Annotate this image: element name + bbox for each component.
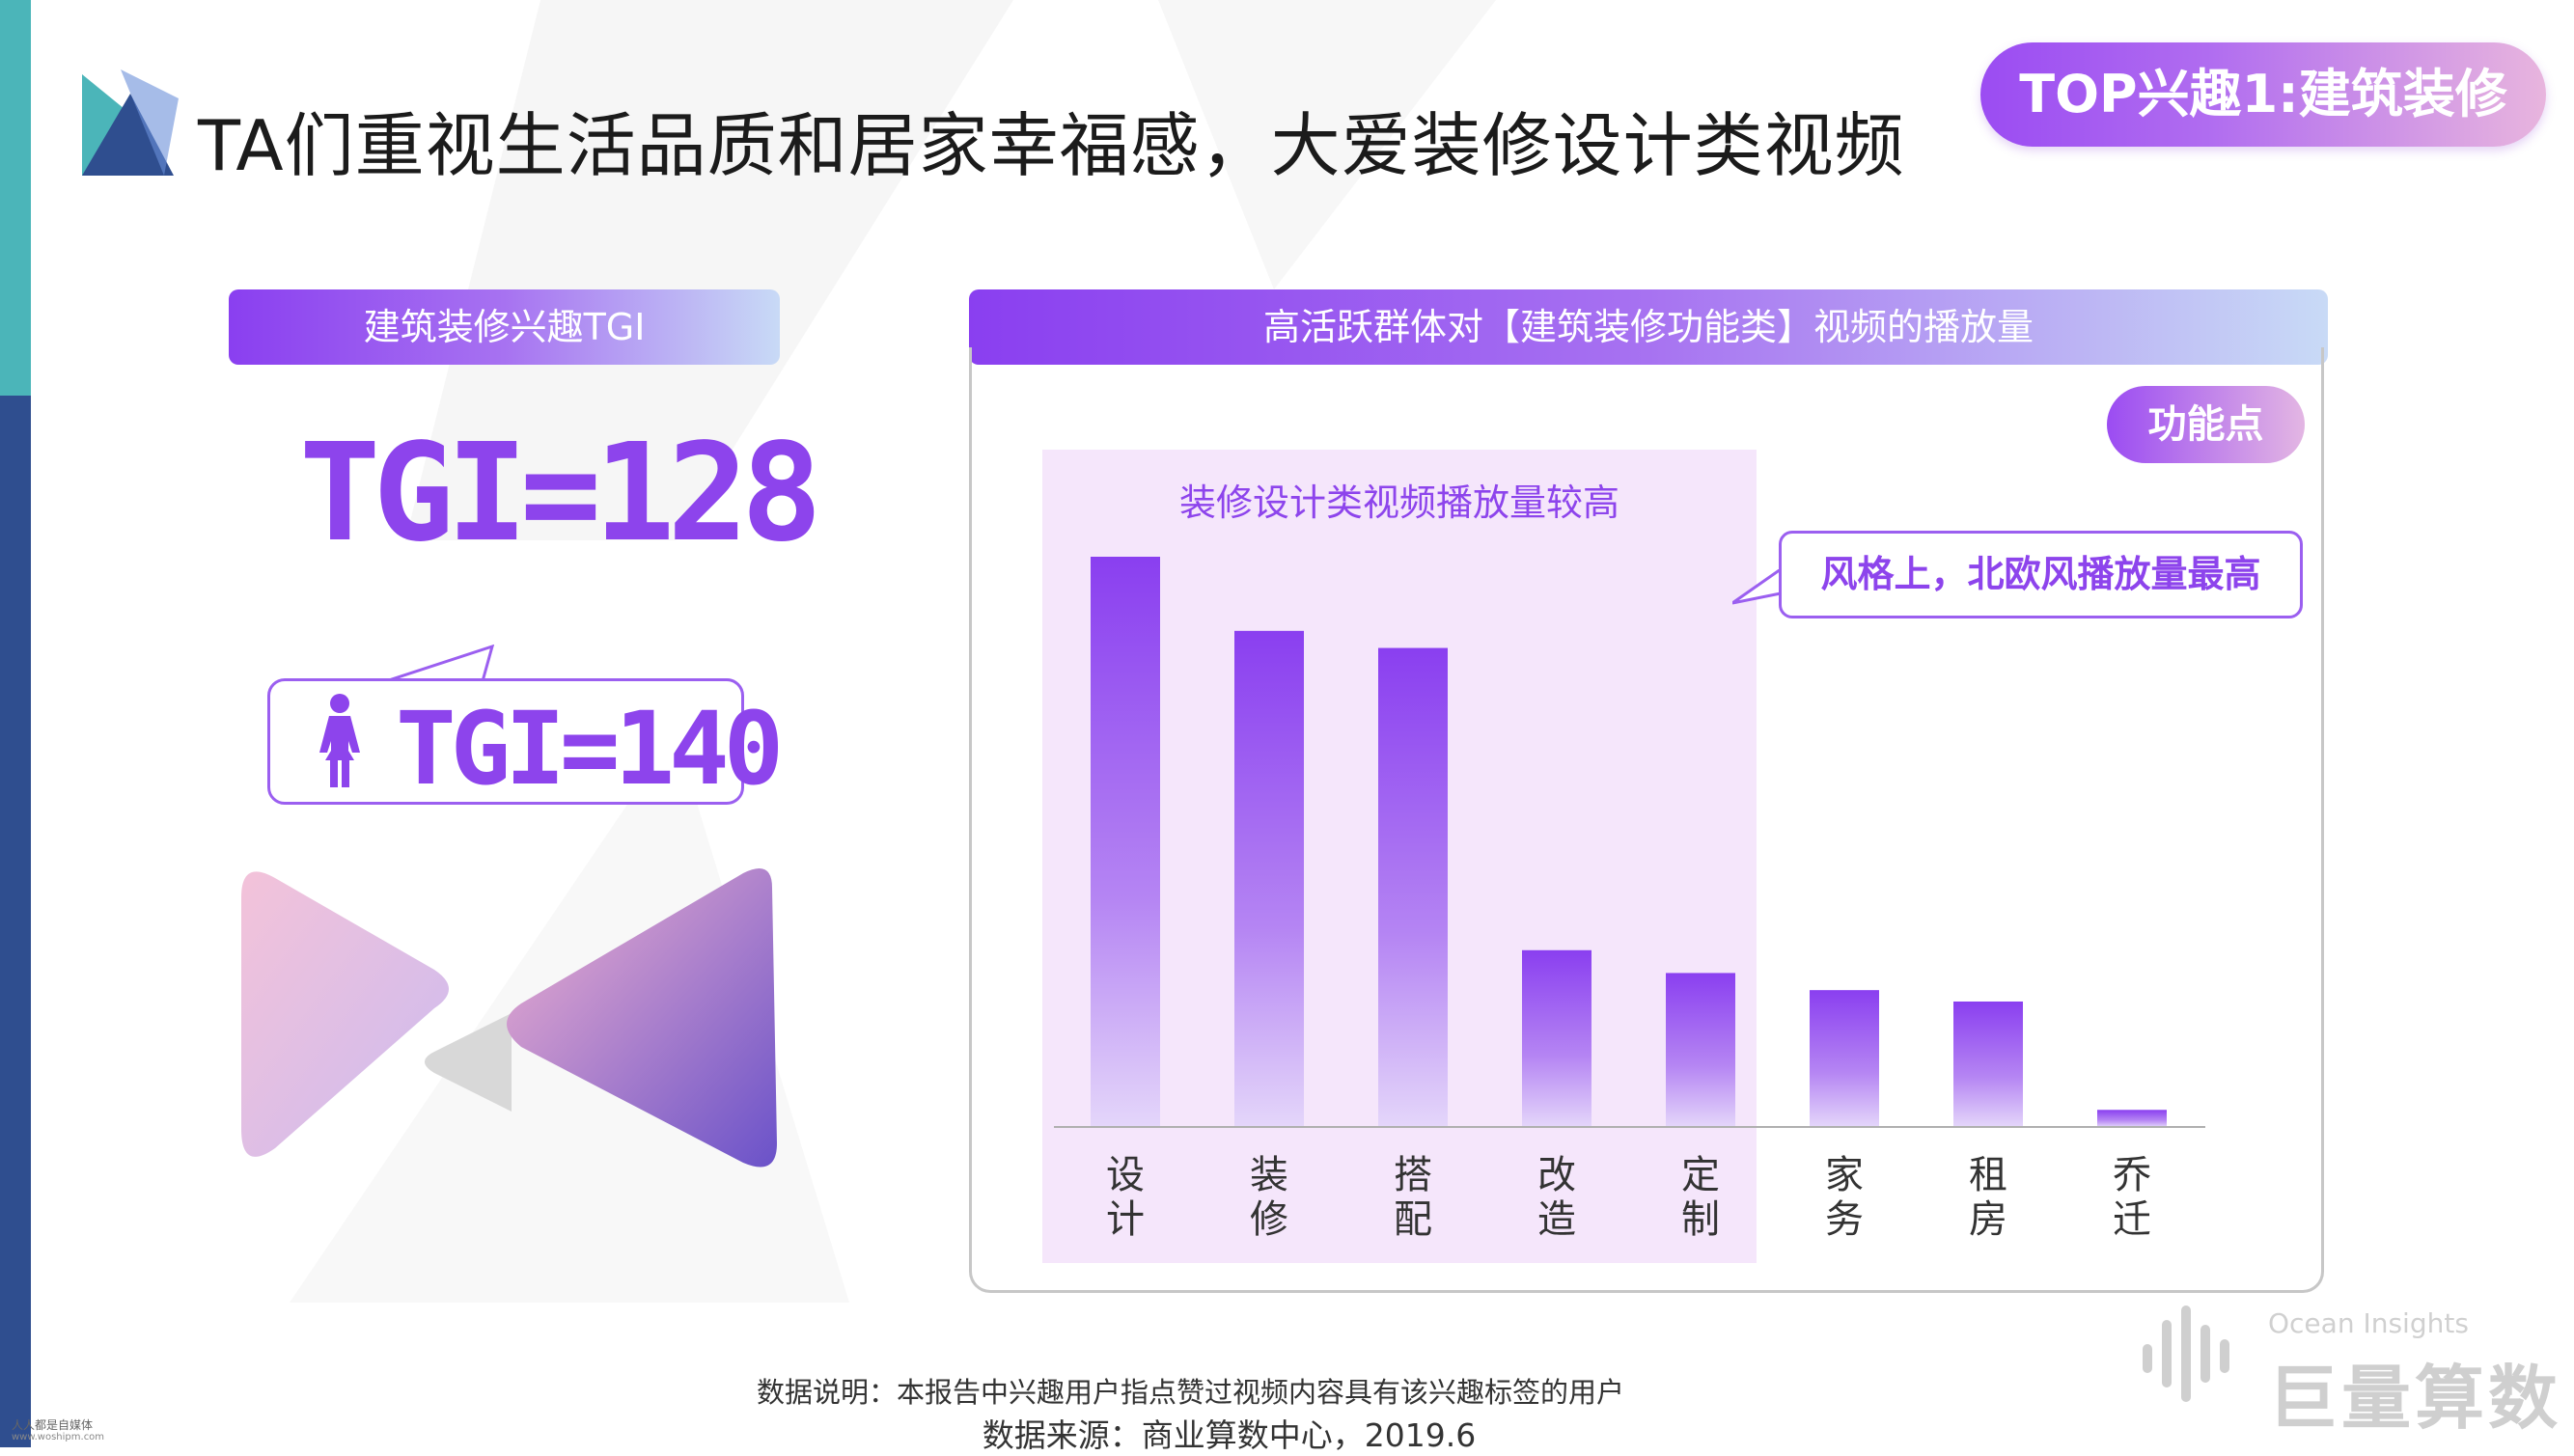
- category-label-6: 家务: [1825, 1153, 1864, 1242]
- category-label-3: 搭配: [1394, 1153, 1432, 1242]
- decorative-triangles: [241, 868, 777, 1168]
- category-label-7: 租房: [1969, 1153, 2007, 1242]
- bubble-tail: [386, 645, 495, 683]
- data-note: 数据说明：本报告中兴趣用户指点赞过视频内容具有该兴趣标签的用户: [756, 1376, 1624, 1409]
- bar-2: [1234, 630, 1304, 1127]
- category-label-5: 定制: [1681, 1153, 1720, 1242]
- category-label-2: 装修: [1250, 1153, 1288, 1242]
- top-interest-badge: TOP兴趣1:建筑装修: [1980, 42, 2546, 147]
- sidebar-accent: [0, 0, 31, 396]
- logo-chinese: 巨量算数: [2268, 1358, 2562, 1439]
- style-callout: 风格上，北欧风播放量最高: [1779, 531, 2303, 618]
- female-icon: [319, 694, 360, 787]
- right-panel-header: 高活跃群体对【建筑装修功能类】视频的播放量: [969, 289, 2328, 365]
- left-panel-header: 建筑装修兴趣TGI: [229, 289, 780, 365]
- bar-1: [1091, 557, 1160, 1127]
- corner-watermark-1: 人人都是自媒体: [12, 1418, 94, 1432]
- category-label-8: 乔迁: [2113, 1153, 2151, 1242]
- category-label-4: 改造: [1537, 1153, 1576, 1242]
- logo-mark-icon: [82, 69, 179, 176]
- corner-watermark-2: www.woshipm.com: [12, 1432, 105, 1442]
- function-badge: 功能点: [2107, 386, 2305, 463]
- page-title: TA们重视生活品质和居家幸福感，大爱装修设计类视频: [198, 105, 1905, 186]
- bar-6: [1810, 990, 1879, 1127]
- category-label-1: 设计: [1106, 1153, 1145, 1242]
- ocean-insights-logo-icon: [2143, 1305, 2229, 1402]
- tgi-value: TGI=128: [299, 415, 822, 572]
- data-source: 数据来源：商业算数中心，2019.6: [982, 1416, 1477, 1454]
- female-tgi-value: TGI=140: [396, 690, 784, 808]
- bar-8: [2097, 1110, 2167, 1127]
- bar-3: [1378, 647, 1448, 1127]
- chart-frame: [969, 347, 2324, 1293]
- logo-english: Ocean Insights: [2268, 1307, 2469, 1339]
- bar-5: [1666, 973, 1735, 1127]
- bar-4: [1522, 949, 1591, 1127]
- bar-7: [1953, 1001, 2023, 1127]
- highlight-label: 装修设计类视频播放量较高: [1178, 481, 1619, 524]
